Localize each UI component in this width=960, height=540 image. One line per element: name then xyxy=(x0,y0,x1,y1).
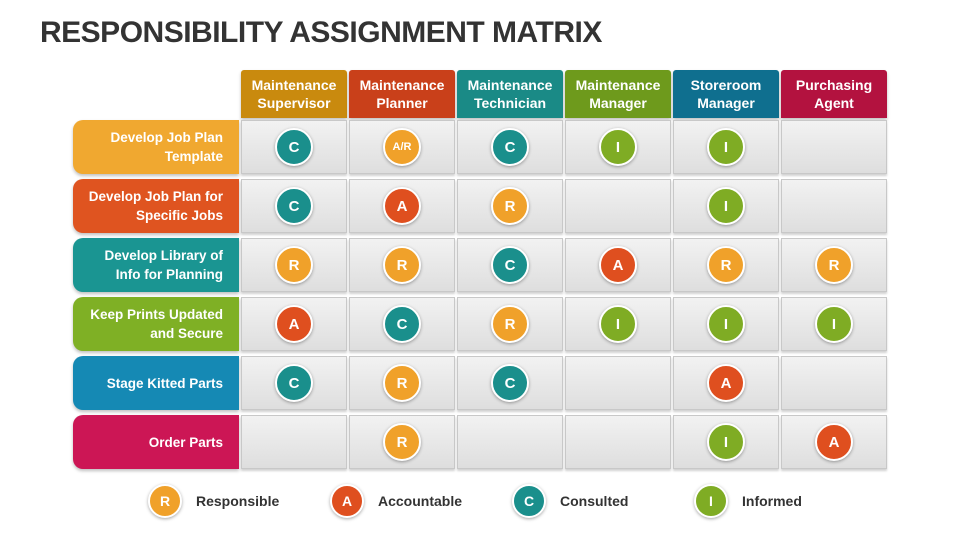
matrix-cell: R xyxy=(349,356,455,410)
matrix-cell: C xyxy=(457,238,563,292)
matrix-cell: A xyxy=(241,297,347,351)
matrix-cell: C xyxy=(349,297,455,351)
raci-badge: R xyxy=(707,246,745,284)
raci-badge: I xyxy=(707,187,745,225)
raci-badge: R xyxy=(383,246,421,284)
raci-badge: A xyxy=(599,246,637,284)
matrix-cell xyxy=(565,415,671,469)
matrix-cell: I xyxy=(565,297,671,351)
row-label-stage-kitted-parts: Stage Kitted Parts xyxy=(73,356,239,410)
matrix-cell xyxy=(781,356,887,410)
raci-badge: R xyxy=(491,187,529,225)
column-header-maintenance-manager: Maintenance Manager xyxy=(565,70,671,118)
raci-badge: I xyxy=(815,305,853,343)
matrix-cell: A/R xyxy=(349,120,455,174)
raci-badge: C xyxy=(383,305,421,343)
legend-badge: C xyxy=(512,484,546,518)
raci-badge: C xyxy=(491,246,529,284)
matrix-cell: C xyxy=(241,356,347,410)
legend-badge: R xyxy=(148,484,182,518)
raci-badge: I xyxy=(707,305,745,343)
legend-item-informed: I Informed xyxy=(694,483,802,519)
raci-badge: R xyxy=(491,305,529,343)
matrix-cell: C xyxy=(241,120,347,174)
raci-badge: R xyxy=(815,246,853,284)
matrix-cell: C xyxy=(241,179,347,233)
raci-badge: I xyxy=(599,128,637,166)
matrix-cell: I xyxy=(673,179,779,233)
matrix-cell: R xyxy=(457,297,563,351)
matrix-cell: A xyxy=(349,179,455,233)
raci-badge: I xyxy=(707,128,745,166)
raci-badge: I xyxy=(707,423,745,461)
column-header-maintenance-technician: Maintenance Technician xyxy=(457,70,563,118)
row-label-order-parts: Order Parts xyxy=(73,415,239,469)
legend-label: Responsible xyxy=(196,493,280,509)
row-label-keep-prints-updated-and-secure: Keep Prints Updated and Secure xyxy=(73,297,239,351)
matrix-cell: A xyxy=(673,356,779,410)
raci-badge: C xyxy=(275,128,313,166)
matrix-cell: R xyxy=(781,238,887,292)
raci-badge: A xyxy=(275,305,313,343)
matrix-cell: I xyxy=(565,120,671,174)
raci-badge: I xyxy=(599,305,637,343)
matrix-cell: A xyxy=(781,415,887,469)
matrix-cell xyxy=(565,179,671,233)
matrix-cell: R xyxy=(349,238,455,292)
raci-badge: R xyxy=(275,246,313,284)
column-header-storeroom-manager: Storeroom Manager xyxy=(673,70,779,118)
matrix-cell: I xyxy=(673,297,779,351)
legend-badge: I xyxy=(694,484,728,518)
matrix-cell: A xyxy=(565,238,671,292)
matrix-cell xyxy=(565,356,671,410)
matrix-cell: I xyxy=(673,120,779,174)
legend-label: Informed xyxy=(742,493,802,509)
column-header-maintenance-supervisor: Maintenance Supervisor xyxy=(241,70,347,118)
matrix-cell: C xyxy=(457,356,563,410)
raci-badge: R xyxy=(383,364,421,402)
raci-badge: C xyxy=(275,187,313,225)
matrix-cell: R xyxy=(241,238,347,292)
raci-badge: C xyxy=(275,364,313,402)
matrix-cell xyxy=(457,415,563,469)
raci-badge: C xyxy=(491,128,529,166)
raci-badge: A/R xyxy=(383,128,421,166)
column-header-maintenance-planner: Maintenance Planner xyxy=(349,70,455,118)
matrix-cell: C xyxy=(457,120,563,174)
raci-badge: R xyxy=(383,423,421,461)
matrix-cell: I xyxy=(781,297,887,351)
matrix-cell: R xyxy=(673,238,779,292)
row-label-develop-library-of-info-for-planning: Develop Library of Info for Planning xyxy=(73,238,239,292)
matrix-cell: R xyxy=(349,415,455,469)
raci-badge: A xyxy=(707,364,745,402)
matrix-cell xyxy=(781,179,887,233)
matrix-cell: R xyxy=(457,179,563,233)
row-label-develop-job-plan-for-specific-jobs: Develop Job Plan for Specific Jobs xyxy=(73,179,239,233)
raci-badge: C xyxy=(491,364,529,402)
raci-badge: A xyxy=(815,423,853,461)
legend-label: Consulted xyxy=(560,493,629,509)
row-label-develop-job-plan-template: Develop Job Plan Template xyxy=(73,120,239,174)
legend-badge: A xyxy=(330,484,364,518)
matrix-cell xyxy=(241,415,347,469)
matrix-cell: I xyxy=(673,415,779,469)
page-title: RESPONSIBILITY ASSIGNMENT MATRIX xyxy=(40,16,602,49)
matrix-cell xyxy=(781,120,887,174)
raci-badge: A xyxy=(383,187,421,225)
legend-item-responsible: R Responsible xyxy=(148,483,279,519)
legend-label: Accountable xyxy=(378,493,463,509)
legend-item-accountable: A Accountable xyxy=(330,483,462,519)
column-header-purchasing-agent: Purchasing Agent xyxy=(781,70,887,118)
legend-item-consulted: C Consulted xyxy=(512,483,628,519)
